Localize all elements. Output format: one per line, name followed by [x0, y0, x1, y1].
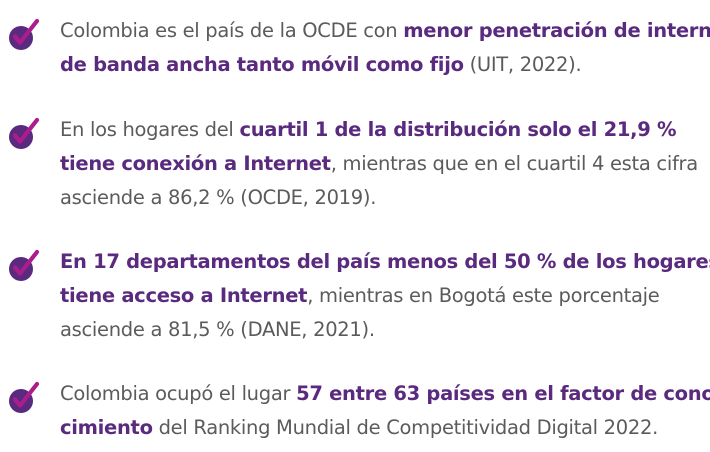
text-line: asciende a 81,5 % (DANE, 2021). [60, 318, 375, 341]
highlight-text: tiene conexión a Internet [60, 152, 331, 175]
highlight-text: tiene acceso a Internet [60, 284, 308, 307]
check-circle-icon [9, 249, 40, 281]
item-text: En los hogares del cuartil 1 de la distr… [60, 113, 700, 215]
text-line: cimiento del Ranking Mundial de Competit… [60, 416, 658, 439]
item-text: En 17 departamentos del país menos del 5… [60, 245, 710, 347]
text-line: tiene conexión a Internet, mientras que … [60, 152, 698, 175]
highlight-text: 57 entre 63 países en el factor de cono- [296, 382, 710, 405]
check-circle-icon [9, 18, 40, 50]
text-line: En los hogares del cuartil 1 de la distr… [60, 118, 677, 141]
item-text: Colombia es el país de la OCDE con menor… [60, 14, 710, 82]
highlight-text: En 17 departamentos del país menos del 5… [60, 250, 710, 273]
text-line: Colombia es el país de la OCDE con menor… [60, 14, 710, 48]
highlight-text: cimiento [60, 416, 153, 439]
highlight-text: de banda ancha tanto móvil como fijo [60, 53, 464, 76]
highlight-text: menor penetración de internet [403, 19, 710, 42]
check-circle-icon [9, 117, 40, 149]
text-line: Colombia ocupó el lugar 57 entre 63 país… [60, 377, 710, 411]
check-circle-icon [9, 381, 40, 413]
text-line: tiene acceso a Internet, mientras en Bog… [60, 284, 660, 307]
text-line: asciende a 86,2 % (OCDE, 2019). [60, 186, 377, 209]
text-line: de banda ancha tanto móvil como fijo (UI… [60, 53, 582, 76]
highlight-text: cuartil 1 de la distribución solo el 21,… [239, 118, 677, 141]
item-text: Colombia ocupó el lugar 57 entre 63 país… [60, 377, 710, 445]
